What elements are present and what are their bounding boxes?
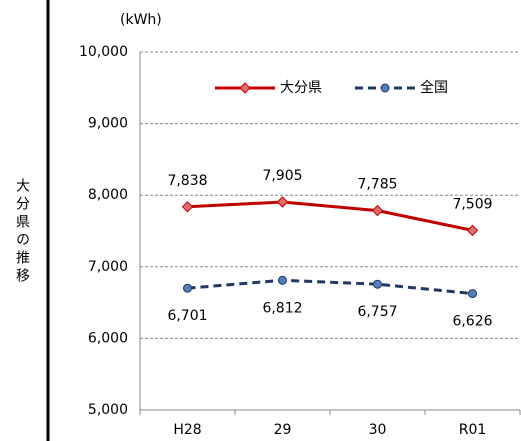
- data-label: 7,838: [167, 173, 207, 189]
- legend-marker: [380, 83, 390, 93]
- x-tick-label: R01: [459, 422, 487, 438]
- series-line: [187, 200, 473, 232]
- data-label: 7,905: [262, 168, 302, 184]
- legend-label: 大分県: [280, 80, 322, 96]
- data-label: 6,626: [452, 314, 492, 330]
- y-tick-label: 10,000: [79, 44, 128, 60]
- y-tick-label: 6,000: [88, 330, 128, 346]
- legend-label: 全国: [420, 79, 448, 96]
- y-tick-label: 8,000: [88, 187, 128, 203]
- data-label: 7,509: [452, 196, 492, 212]
- data-label: 6,812: [262, 300, 302, 316]
- point-marker: [466, 224, 479, 237]
- legend-marker: [239, 82, 251, 94]
- y-tick-label: 5,000: [88, 402, 128, 418]
- x-tick-label: 30: [369, 422, 387, 438]
- point-marker: [371, 204, 384, 217]
- side-label: 大分県の推移: [14, 178, 30, 286]
- y-tick-label: 9,000: [88, 116, 128, 132]
- data-label: 6,757: [357, 304, 397, 320]
- point-marker: [181, 201, 194, 213]
- data-label: 7,785: [357, 177, 397, 193]
- point-marker: [278, 275, 287, 285]
- series-line: [187, 278, 473, 296]
- point-marker: [468, 289, 477, 299]
- unit-label: (kWh): [120, 12, 162, 28]
- point-marker: [373, 279, 382, 289]
- x-tick-label: 29: [274, 422, 292, 438]
- point-marker: [276, 196, 289, 208]
- point-marker: [183, 283, 192, 293]
- x-tick-label: H28: [173, 422, 201, 438]
- y-tick-label: 7,000: [88, 259, 128, 275]
- data-label: 6,701: [167, 308, 207, 324]
